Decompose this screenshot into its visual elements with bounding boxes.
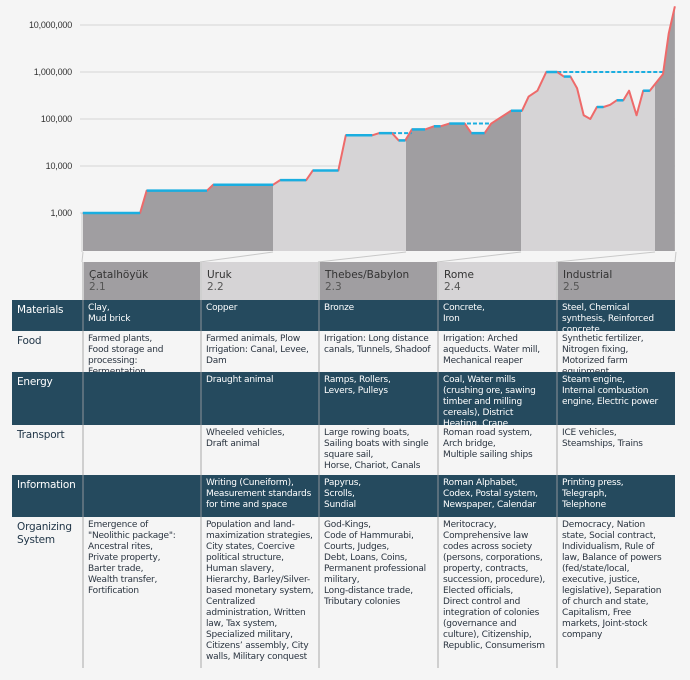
column-code: 2.3	[325, 281, 342, 293]
column-header: Çatalhöyük 2.1	[82, 262, 200, 300]
column-name: Rome	[444, 269, 474, 281]
column-header: Rome 2.4	[437, 262, 556, 300]
connector-line	[436, 251, 522, 262]
era-region	[521, 6, 655, 251]
table-cell: Papyrus, Scrolls, Sundial	[318, 475, 437, 517]
era-region	[273, 6, 406, 251]
y-tick-label: 10,000,000	[29, 20, 72, 30]
column-code: 2.5	[563, 281, 580, 293]
table-cell: Synthetic fertilizer, Nitrogen fixing, M…	[556, 331, 675, 377]
column-header: Uruk 2.2	[200, 262, 318, 300]
column-name: Uruk	[207, 269, 232, 281]
table-cell: Steam engine, Internal combustion engine…	[556, 372, 675, 425]
table-cell: God-Kings, Code of Hammurabi, Courts, Ju…	[318, 517, 437, 668]
table-cell: Draught animal	[200, 372, 318, 425]
table-cell	[82, 425, 200, 475]
table-cell	[82, 475, 200, 517]
y-tick-label: 1,000	[50, 208, 72, 218]
table-cell: Copper	[200, 300, 318, 331]
y-tick-label: 100,000	[41, 114, 72, 124]
table-cell: Steel, Chemical synthesis, Reinforced co…	[556, 300, 675, 335]
row-label: Food	[17, 335, 42, 347]
table-cell: Irrigation: Long distance canals, Tunnel…	[318, 331, 437, 372]
table-cell: Roman Alphabet, Codex, Postal system, Ne…	[437, 475, 556, 517]
corner-cell	[12, 262, 82, 300]
connector-line	[199, 251, 274, 262]
table-cell: Irrigation: Arched aqueducts. Water mill…	[437, 331, 556, 372]
column-code: 2.2	[207, 281, 224, 293]
table-cell: Democracy, Nation state, Social contract…	[556, 517, 675, 668]
era-region	[655, 6, 675, 251]
row-label: Materials	[12, 300, 82, 331]
table-cell: Large rowing boats, Sailing boats with s…	[318, 425, 437, 475]
table-cell: Concrete, Iron	[437, 300, 556, 331]
table-cell: Roman road system, Arch bridge, Multiple…	[437, 425, 556, 475]
column-name: Thebes/Babylon	[325, 269, 410, 281]
civilization-table: Çatalhöyük 2.1 Uruk 2.2 Thebes/Babylon 2.3 Rom…	[12, 262, 675, 668]
table-cell	[82, 372, 200, 425]
table-cell: Farmed plants, Food storage and processi…	[82, 331, 200, 377]
table-cell: Meritocracy, Comprehensive law codes acr…	[437, 517, 556, 668]
population-chart: 1,000 10,000 100,000 1,000,000 10,000,000	[29, 6, 677, 262]
table-cell: Bronze	[318, 300, 437, 331]
connector-line	[555, 251, 656, 262]
table-cell: Wheeled vehicles, Draft animal	[200, 425, 318, 475]
table-cell: Population and land-maximization strateg…	[200, 517, 318, 668]
connector-line	[674, 251, 677, 262]
y-tick-label: 1,000,000	[34, 67, 72, 77]
row-label: Transport	[17, 429, 65, 441]
row-label: Information	[12, 475, 82, 517]
table-cell: ICE vehicles, Steamships, Trains	[556, 425, 675, 475]
connector-line	[317, 251, 407, 262]
connector-line	[81, 251, 84, 262]
table-cell: Coal, Water mills (crushing ore, sawing …	[437, 372, 556, 429]
column-header: Industrial 2.5	[556, 262, 675, 300]
column-name: Çatalhöyük	[89, 269, 149, 281]
table-cell: Printing press, Telegraph, Telephone	[556, 475, 675, 517]
column-header: Thebes/Babylon 2.3	[318, 262, 437, 300]
table-cell: Emergence of "Neolithic package": Ancest…	[82, 517, 200, 668]
column-code: 2.4	[444, 281, 461, 293]
column-code: 2.1	[89, 281, 106, 293]
y-tick-label: 10,000	[46, 161, 73, 171]
column-name: Industrial	[563, 269, 613, 281]
row-label: Energy	[12, 372, 82, 425]
table-cell: Ramps, Rollers, Levers, Pulleys	[318, 372, 437, 425]
era-region	[406, 6, 521, 251]
table-cell: Farmed animals, Plow Irrigation: Canal, …	[200, 331, 318, 372]
table-cell: Writing (Cuneiform), Measurement standar…	[200, 475, 318, 517]
table-cell: Clay, Mud brick	[82, 300, 200, 331]
row-label: Organizing System	[17, 521, 72, 546]
